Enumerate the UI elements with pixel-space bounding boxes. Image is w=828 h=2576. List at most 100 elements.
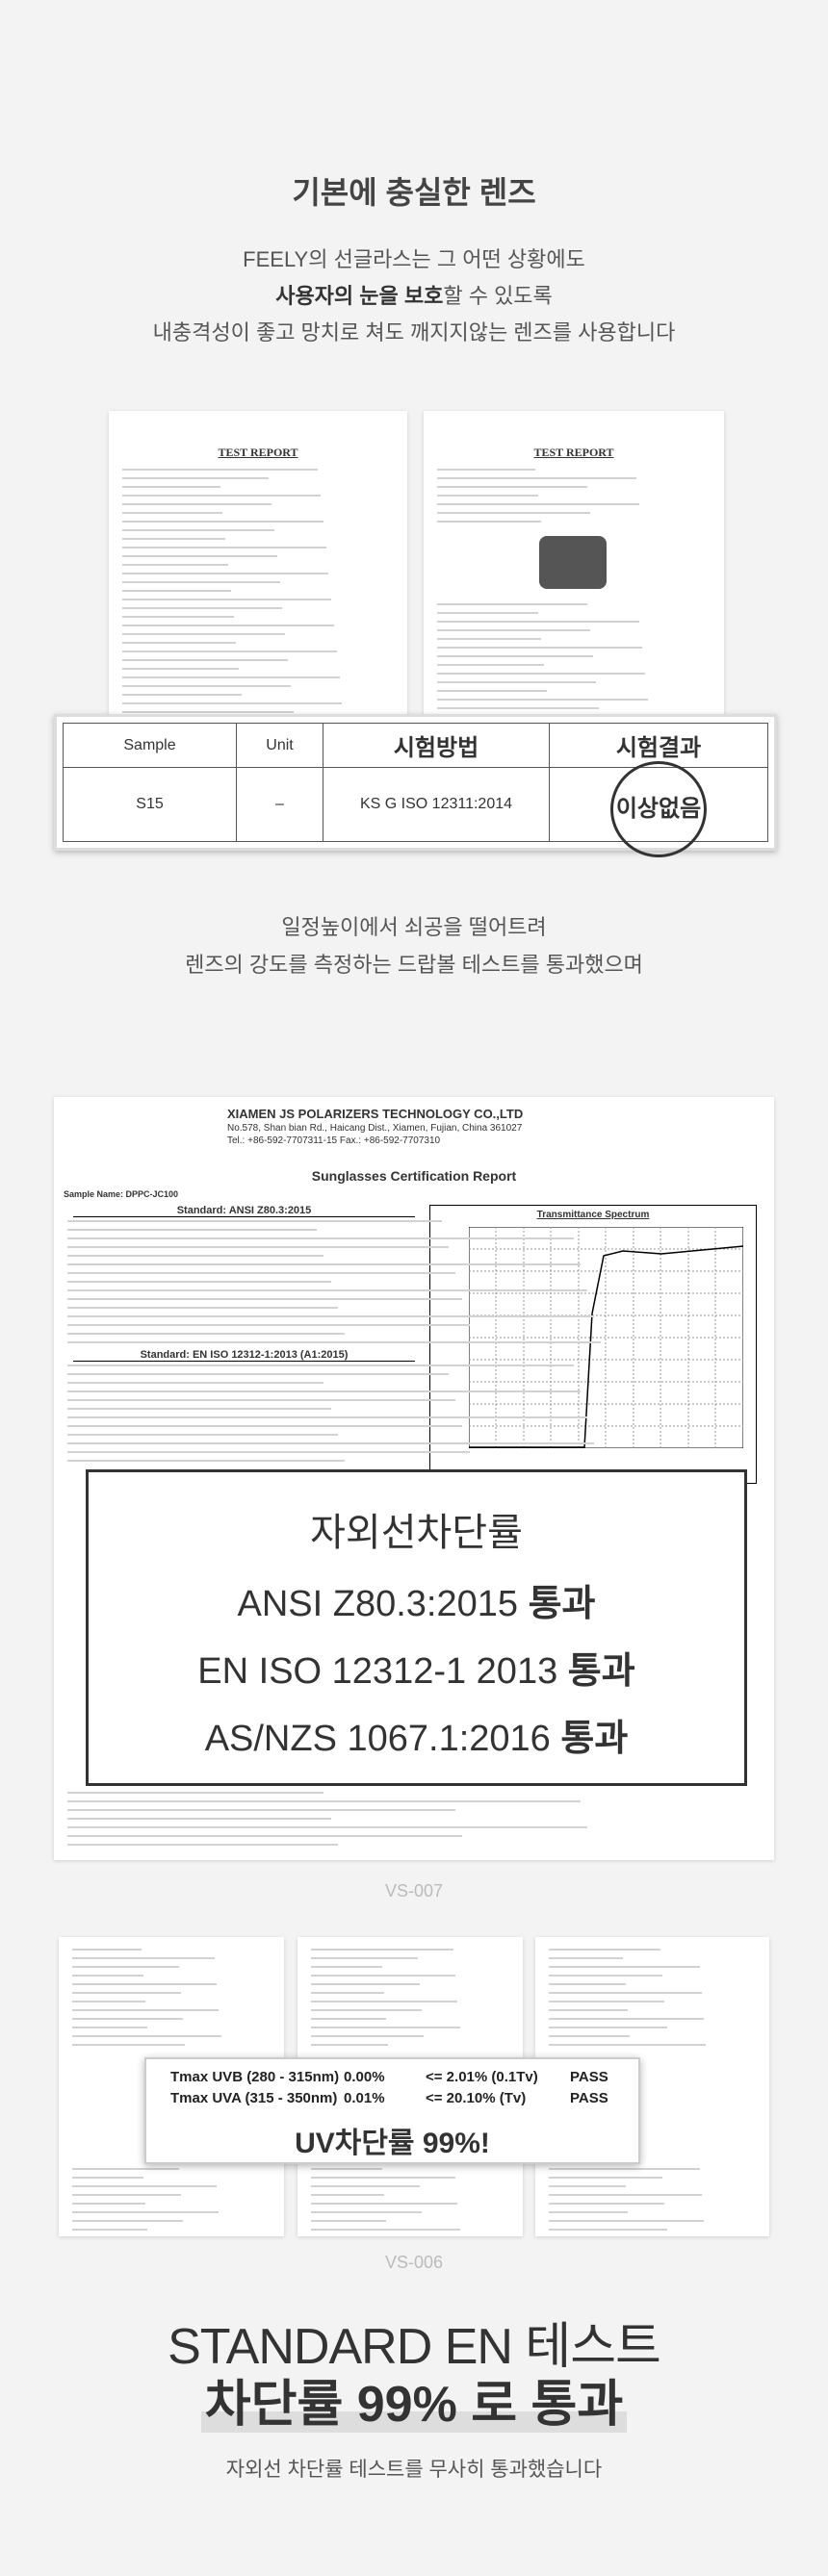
- plot-grid: [469, 1227, 743, 1448]
- spectrum-plot: [469, 1227, 743, 1448]
- doc-line: [72, 2194, 181, 2196]
- cell: –: [236, 767, 323, 842]
- sample-name: Sample Name: DPPC-JC100: [64, 1189, 179, 1199]
- doc-line: [67, 1237, 574, 1239]
- doc-line: [437, 469, 535, 471]
- uv-cell: <= 2.01% (0.1Tv): [426, 2069, 538, 2085]
- uv-cell: 0.00%: [344, 2069, 385, 2085]
- standard-name: AS/NZS 1067.1:2016: [204, 1719, 551, 1759]
- doc-line: [122, 555, 277, 557]
- uv-cell: PASS: [570, 2069, 608, 2085]
- certificate: XIAMEN JS POLARIZERS TECHNOLOGY CO.,LTD …: [54, 1097, 774, 1860]
- doc-line: [437, 612, 538, 614]
- doc-line: [549, 1949, 660, 1951]
- doc-line: [437, 638, 541, 640]
- doc-line: [311, 2027, 460, 2028]
- header-cell: 시험방법: [323, 723, 550, 768]
- doc-line: [122, 486, 220, 488]
- doc-line: [437, 707, 599, 709]
- doc-line: [549, 2044, 706, 2046]
- closing-text: 자외선 차단률 테스트를 무사히 통과했습니다: [225, 2459, 603, 2481]
- closing-highlight-wrap: 차단률 99% 로 통과: [0, 2363, 828, 2436]
- doc-line: [122, 676, 340, 678]
- text: 할 수 있도록: [443, 284, 553, 308]
- doc-line: [311, 2168, 382, 2170]
- uv-overlay: UV차단률 99%! Tmax UVB (280 - 315nm) 0.00% <=…: [144, 2057, 640, 2164]
- doc-line: [122, 512, 222, 514]
- doc-line: [67, 1826, 587, 1828]
- doc-line: [549, 1957, 623, 1959]
- doc-line: [122, 599, 331, 600]
- doc-line: [122, 495, 321, 497]
- doc-line: [67, 1263, 581, 1265]
- address: No.578, Shan bian Rd., Haicang Dist., Xi…: [227, 1123, 523, 1134]
- doc-line: [72, 2009, 219, 2011]
- cell: S15: [63, 767, 237, 842]
- doc-line: [67, 1399, 455, 1401]
- phone: Tel.: +86-592-7707311-15 Fax.: +86-592-7…: [227, 1135, 441, 1146]
- uv-cell: 0.01%: [344, 2090, 385, 2106]
- pass-label: 통과: [560, 1719, 629, 1759]
- doc-line: [311, 1992, 384, 1994]
- doc-line: [437, 486, 587, 488]
- section-title: 기본에 충실한 렌즈: [292, 175, 536, 210]
- doc-line: [549, 2035, 630, 2037]
- result-circle: 이상없음: [610, 761, 707, 857]
- result-table: Sample Unit 시험방법 시험결과 S15 – KS G ISO 123…: [63, 723, 768, 857]
- doc-line: [67, 1442, 594, 1444]
- doc-line: [67, 1315, 594, 1317]
- doc-line: [72, 2001, 145, 2002]
- doc-line: [122, 538, 225, 540]
- doc-line: [67, 1809, 455, 1811]
- doc-line: [122, 650, 337, 652]
- doc-line: [437, 629, 590, 631]
- doc-line: [72, 2211, 219, 2213]
- doc-line: [549, 1983, 626, 1985]
- doc-line: [72, 2220, 183, 2222]
- doc-line: [549, 2168, 700, 2170]
- table-row: S15 – KS G ISO 12311:2014 이상없음: [63, 761, 768, 857]
- doc-line: [549, 2185, 626, 2187]
- doc-line: [67, 1425, 462, 1427]
- bold-text: 사용자의 눈을 보호: [275, 284, 444, 308]
- intro-line: FEELY의 선글라스는 그 어떤 상황에도: [243, 247, 585, 271]
- doc-line: [437, 664, 544, 666]
- doc-line: [72, 1966, 179, 1968]
- plot-frame: [469, 1227, 743, 1448]
- doc-line: [72, 1957, 215, 1959]
- doc-line: [122, 702, 342, 704]
- doc-line: [549, 2177, 662, 2179]
- standard-name: ANSI Z80.3:2015: [237, 1584, 519, 1624]
- report-title: TEST REPORT: [218, 446, 298, 459]
- doc-line: [67, 1373, 449, 1375]
- doc-line: [67, 1229, 317, 1231]
- doc-line: [67, 1246, 449, 1248]
- doc-line: [437, 681, 596, 683]
- doc-line: [72, 2177, 143, 2179]
- doc-line: [122, 694, 242, 696]
- header-cell: Unit: [236, 723, 323, 768]
- doc-line: [549, 2229, 667, 2231]
- doc-line: [122, 547, 326, 548]
- doc-line: [72, 2203, 145, 2205]
- doc-line: [122, 711, 294, 713]
- doc-line: [122, 625, 334, 626]
- doc-line: [311, 2203, 457, 2205]
- overlay-line: AS/NZS 1067.1:2016 통과: [89, 1708, 744, 1761]
- doc-line: [311, 2001, 457, 2002]
- company: XIAMEN JS POLARIZERS TECHNOLOGY CO.,LTD: [227, 1107, 524, 1121]
- doc-line: [67, 1460, 345, 1462]
- standard-name: EN ISO 12312-1 2013: [197, 1651, 558, 1692]
- doc-line: [549, 2194, 702, 2196]
- doc-line: [311, 2018, 386, 2020]
- doc-line: [437, 477, 636, 479]
- doc-line: [122, 581, 280, 583]
- doc-line: [549, 2203, 664, 2205]
- intro-line: 내충격성이 좋고 망치로 쳐도 깨지지않는 렌즈를 사용합니다: [152, 320, 676, 344]
- doc-line: [67, 1220, 442, 1222]
- doc-line: [122, 529, 274, 531]
- result-table-box: Sample Unit 시험방법 시험결과 S15 – KS G ISO 123…: [54, 714, 777, 857]
- doc-line: [311, 1975, 455, 1977]
- doc-line: [67, 1307, 338, 1309]
- doc-line: [122, 668, 239, 670]
